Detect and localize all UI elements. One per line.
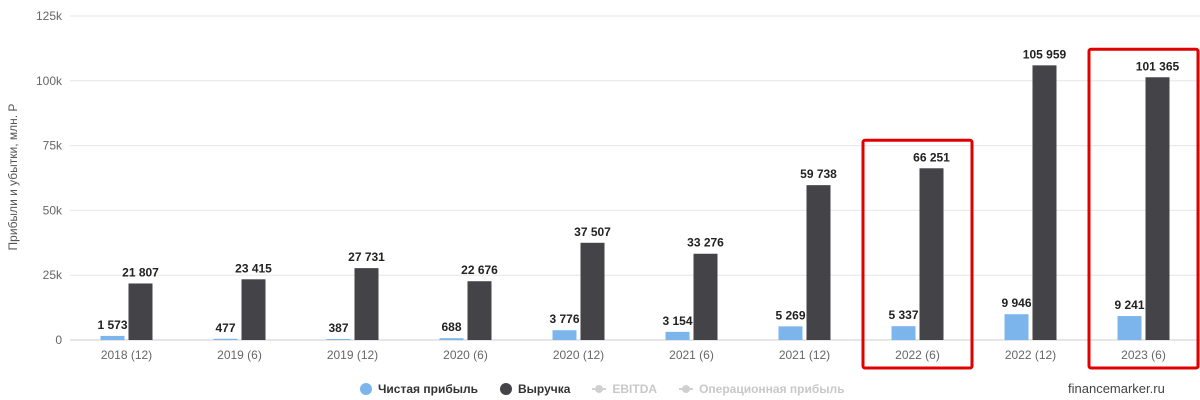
data-label: 33 276 xyxy=(687,236,724,250)
bars xyxy=(100,65,1170,341)
y-axis-ticks: 0 25k 50k 75k 100k 125k xyxy=(36,9,63,347)
revenue-bar xyxy=(128,283,153,340)
x-tick-label: 2022 (6) xyxy=(895,348,940,362)
net-profit-bar xyxy=(100,335,125,340)
net-profit-bar xyxy=(213,338,238,340)
net-profit-bar xyxy=(665,331,690,340)
x-tick-label: 2020 (6) xyxy=(443,348,488,362)
net-profit-dot-icon xyxy=(360,383,372,395)
net-profit-bar xyxy=(552,330,577,340)
data-label: 688 xyxy=(441,320,461,334)
y-tick-label: 25k xyxy=(43,268,63,282)
highlight-boxes xyxy=(861,47,1200,370)
data-label: 27 731 xyxy=(348,250,385,264)
data-label: 9 946 xyxy=(1001,296,1031,310)
revenue-bar xyxy=(1145,77,1170,341)
data-label: 387 xyxy=(328,321,348,335)
legend-label: Выручка xyxy=(517,382,571,396)
data-label: 37 507 xyxy=(574,225,611,239)
y-tick-label: 125k xyxy=(36,9,63,23)
y-tick-label: 0 xyxy=(55,333,62,347)
net-profit-bar xyxy=(326,338,351,340)
data-label: 9 241 xyxy=(1114,298,1144,312)
data-label: 23 415 xyxy=(235,261,272,275)
legend-item-operating-profit[interactable]: Операционная прибыль xyxy=(679,382,845,396)
data-label: 22 676 xyxy=(461,263,498,277)
net-profit-bar xyxy=(891,326,916,340)
x-tick-label: 2022 (12) xyxy=(1005,348,1056,362)
net-profit-bar xyxy=(1004,314,1029,340)
highlight-box xyxy=(1087,47,1200,370)
legend-label: Чистая прибыль xyxy=(378,382,478,396)
x-tick-label: 2019 (12) xyxy=(327,348,378,362)
y-tick-label: 75k xyxy=(43,139,63,153)
y-axis-label: Прибыли и убытки, млн. Р xyxy=(6,104,20,251)
x-tick-label: 2021 (6) xyxy=(669,348,714,362)
highlight-box xyxy=(861,138,974,370)
revenue-dot-icon xyxy=(499,383,512,395)
legend-item-revenue[interactable]: Выручка xyxy=(499,382,571,396)
net-profit-bar xyxy=(778,326,803,340)
legend: Чистая прибыль Выручка EBITDA Операционн… xyxy=(360,382,845,396)
revenue-bar xyxy=(580,242,605,340)
legend-item-net-profit[interactable]: Чистая прибыль xyxy=(360,382,478,396)
revenue-bar xyxy=(806,185,831,340)
revenue-bar xyxy=(241,279,266,340)
operating-profit-line-marker-icon xyxy=(679,383,694,395)
legend-label: Операционная прибыль xyxy=(699,382,845,396)
x-tick-label: 2018 (12) xyxy=(101,348,152,362)
y-tick-label: 50k xyxy=(43,203,63,217)
legend-item-ebitda[interactable]: EBITDA xyxy=(592,382,657,396)
x-tick-label: 2020 (12) xyxy=(553,348,604,362)
y-tick-label: 100k xyxy=(36,74,63,88)
data-label: 105 959 xyxy=(1023,47,1067,61)
data-label: 5 269 xyxy=(775,308,805,322)
x-tick-label: 2021 (12) xyxy=(779,348,830,362)
x-tick-label: 2023 (6) xyxy=(1121,348,1166,362)
revenue-bar xyxy=(693,253,718,340)
source-credit: financemarker.ru xyxy=(1068,381,1165,396)
grid-lines xyxy=(70,15,1200,341)
x-tick-label: 2019 (6) xyxy=(217,348,262,362)
x-axis-ticks: 2018 (12) 2019 (6) 2019 (12) 2020 (6) 2020 (… xyxy=(101,348,1166,362)
data-label: 3 776 xyxy=(549,312,579,326)
revenue-bar xyxy=(919,168,944,340)
data-label: 5 337 xyxy=(888,308,918,322)
data-label: 66 251 xyxy=(913,150,950,164)
revenue-bar xyxy=(1032,65,1057,340)
revenue-bar xyxy=(354,268,379,340)
ebitda-line-marker-icon xyxy=(592,383,607,395)
data-label: 21 807 xyxy=(122,265,159,279)
data-label: 59 738 xyxy=(800,167,837,181)
data-label: 477 xyxy=(215,321,235,335)
net-profit-bar xyxy=(1117,316,1142,340)
net-profit-bar xyxy=(439,338,464,340)
data-label: 1 573 xyxy=(97,318,127,332)
value-labels: 1 573 21 807 477 23 415 387 27 731 688 22 676 3 … xyxy=(97,47,1179,335)
revenue-bar xyxy=(467,281,492,340)
data-label: 3 154 xyxy=(662,314,692,328)
legend-label: EBITDA xyxy=(612,382,658,396)
data-label: 101 365 xyxy=(1136,59,1180,73)
